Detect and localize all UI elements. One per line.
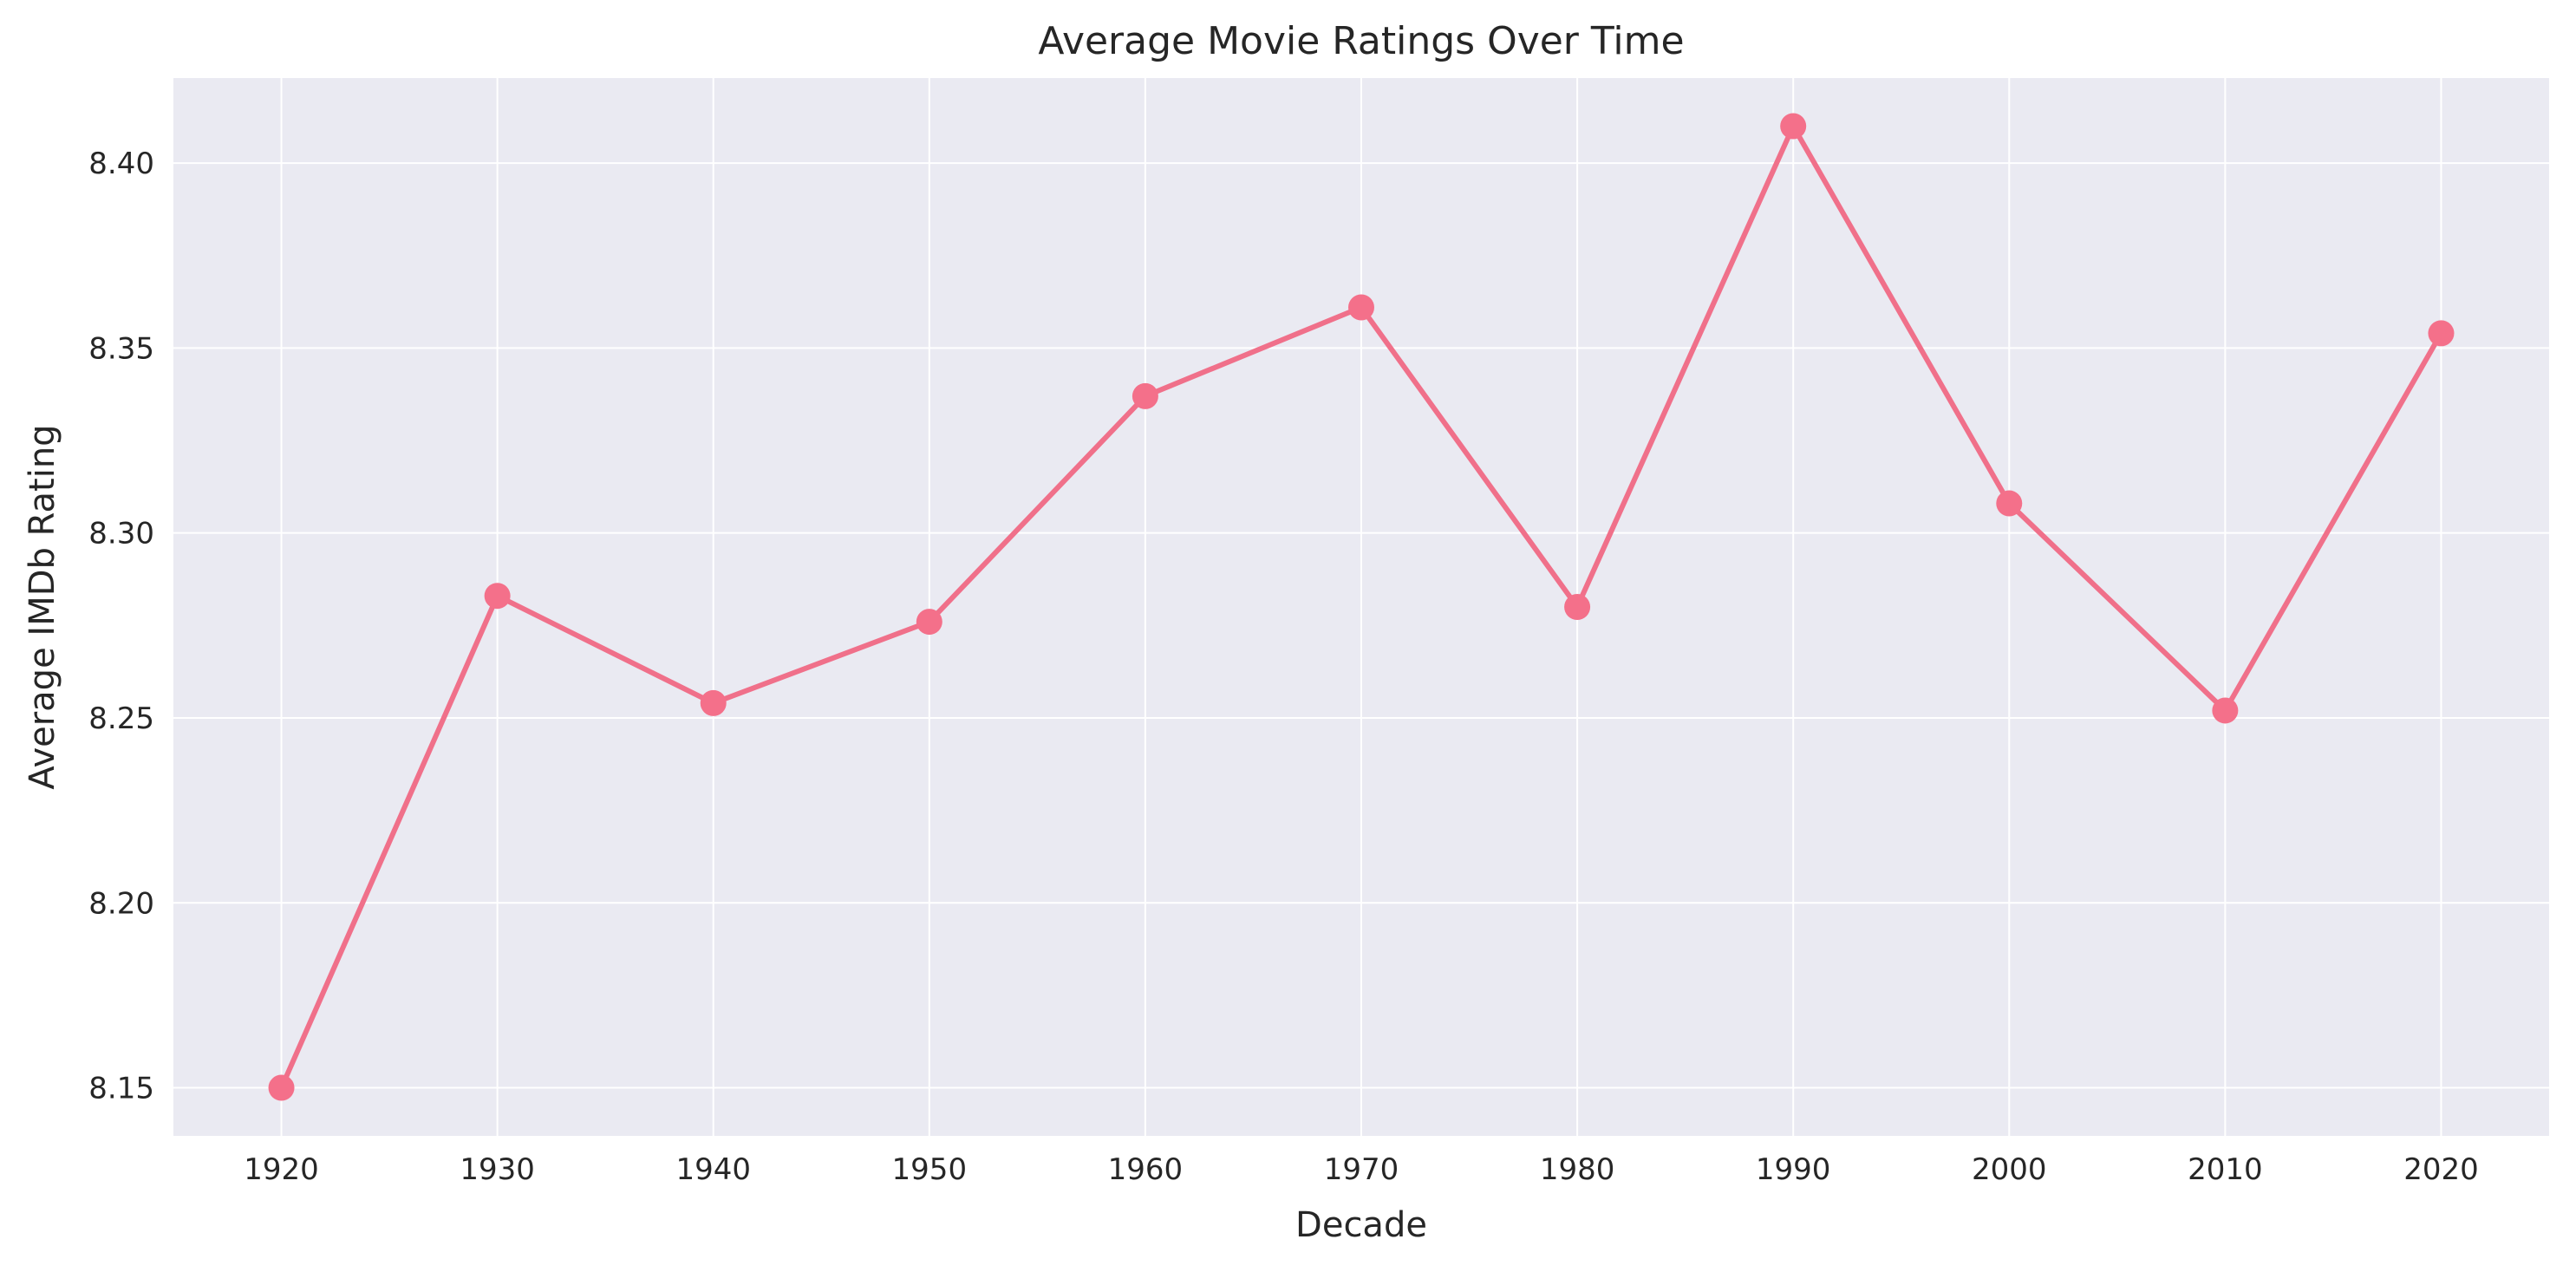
x-tick-label: 1950 xyxy=(892,1152,968,1187)
data-point xyxy=(1348,294,1374,321)
data-point xyxy=(2428,320,2455,347)
x-tick-label: 1970 xyxy=(1324,1152,1399,1187)
x-tick-label: 1960 xyxy=(1108,1152,1184,1187)
x-tick-label: 1980 xyxy=(1540,1152,1615,1187)
y-tick-label: 8.35 xyxy=(88,331,154,366)
y-tick-label: 8.25 xyxy=(88,701,154,736)
data-point xyxy=(916,609,942,636)
chart-title: Average Movie Ratings Over Time xyxy=(1038,19,1684,63)
x-tick-label: 1930 xyxy=(460,1152,535,1187)
series-layer xyxy=(268,113,2455,1101)
x-tick-labels: 1920 1930 1940 1950 1960 1970 1980 1990 2000 2010… xyxy=(244,1152,2478,1187)
x-tick-label: 2000 xyxy=(1972,1152,2047,1187)
data-point xyxy=(268,1074,295,1101)
x-tick-label: 1940 xyxy=(675,1152,751,1187)
x-tick-label: 1990 xyxy=(1756,1152,1831,1187)
data-point xyxy=(2212,697,2239,724)
y-tick-label: 8.30 xyxy=(88,517,154,551)
data-point xyxy=(484,583,511,610)
y-axis-label: Average IMDb Rating xyxy=(23,424,62,789)
y-tick-label: 8.40 xyxy=(88,147,154,181)
data-point xyxy=(1996,490,2023,517)
y-tick-label: 8.20 xyxy=(88,886,154,921)
data-point xyxy=(1131,382,1158,409)
x-tick-label: 1920 xyxy=(244,1152,319,1187)
data-point xyxy=(1780,113,1807,140)
x-tick-label: 2010 xyxy=(2188,1152,2263,1187)
data-point xyxy=(1564,594,1591,620)
y-tick-labels: 8.15 8.20 8.25 8.30 8.35 8.40 xyxy=(88,147,154,1106)
x-tick-label: 2020 xyxy=(2403,1152,2479,1187)
data-point xyxy=(700,689,727,716)
y-tick-label: 8.15 xyxy=(88,1072,154,1106)
grid-lines xyxy=(173,78,2549,1136)
x-axis-label: Decade xyxy=(1295,1205,1427,1245)
